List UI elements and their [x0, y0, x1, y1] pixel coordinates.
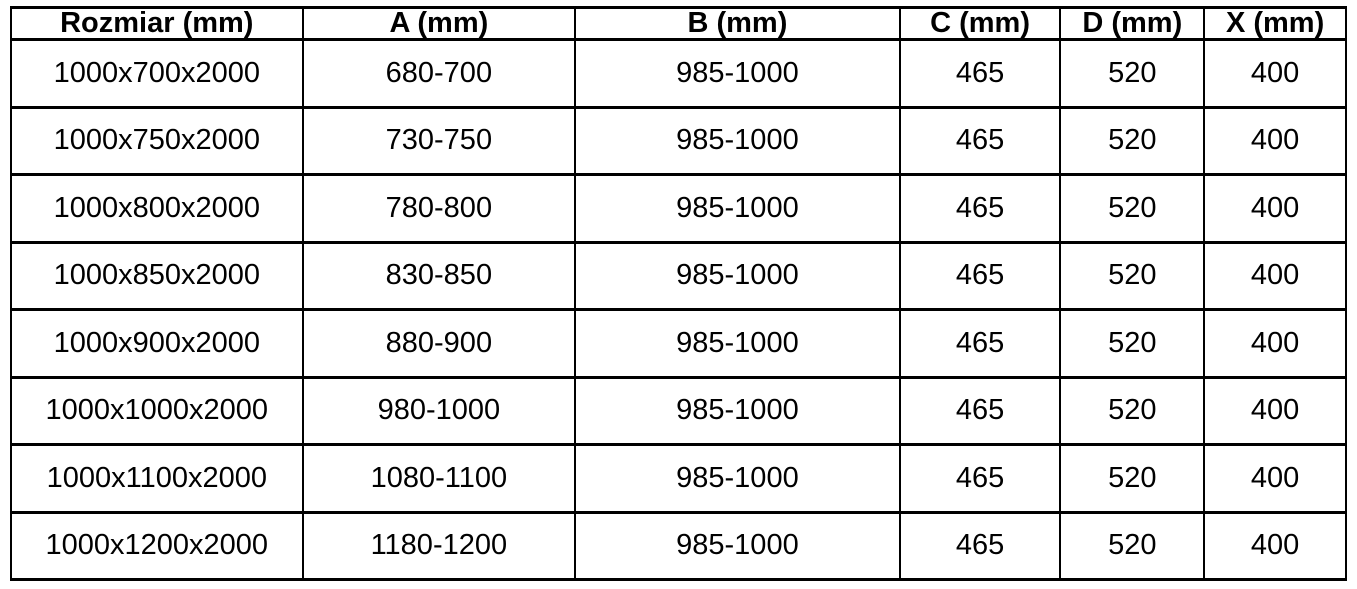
- table-cell: 985-1000: [574, 443, 901, 514]
- table-cell: 985-1000: [574, 105, 901, 176]
- table-cell: 520: [1059, 443, 1206, 514]
- table-cell: 985-1000: [574, 510, 901, 581]
- cell-rozmiar: 1000x800x2000: [10, 173, 304, 244]
- cell-rozmiar: 1000x1100x2000: [10, 443, 304, 514]
- table-cell: 400: [1203, 375, 1347, 446]
- table-row: 1000x800x2000 780-800 985-1000 465 520 400: [10, 173, 1347, 244]
- header-a: A (mm): [301, 6, 577, 41]
- table-body: 1000x700x2000 680-700 985-1000 465 520 400 100…: [10, 38, 1347, 581]
- header-rozmiar: Rozmiar (mm): [10, 6, 304, 41]
- table-cell: 465: [898, 308, 1062, 379]
- cell-rozmiar: 1000x1200x2000: [10, 510, 304, 581]
- table-cell: 830-850: [301, 240, 577, 311]
- table-cell: 520: [1059, 38, 1206, 109]
- table-header: Rozmiar (mm) A (mm) B (mm) C (mm) D (mm)…: [10, 6, 1347, 41]
- table-row: 1000x1100x2000 1080-1100 985-1000 465 520 400: [10, 443, 1347, 514]
- table-cell: 880-900: [301, 308, 577, 379]
- cell-rozmiar: 1000x900x2000: [10, 308, 304, 379]
- table-cell: 400: [1203, 173, 1347, 244]
- dimensions-table: Rozmiar (mm) A (mm) B (mm) C (mm) D (mm)…: [10, 6, 1347, 581]
- header-row: Rozmiar (mm) A (mm) B (mm) C (mm) D (mm)…: [10, 6, 1347, 41]
- table-cell: 465: [898, 375, 1062, 446]
- cell-rozmiar: 1000x750x2000: [10, 105, 304, 176]
- table-cell: 465: [898, 105, 1062, 176]
- table-cell: 520: [1059, 105, 1206, 176]
- table-cell: 680-700: [301, 38, 577, 109]
- cell-rozmiar: 1000x700x2000: [10, 38, 304, 109]
- table-cell: 400: [1203, 38, 1347, 109]
- table-row: 1000x1200x2000 1180-1200 985-1000 465 520 400: [10, 510, 1347, 581]
- table-cell: 985-1000: [574, 240, 901, 311]
- table-cell: 985-1000: [574, 308, 901, 379]
- table-cell: 400: [1203, 510, 1347, 581]
- table-cell: 465: [898, 173, 1062, 244]
- header-d: D (mm): [1059, 6, 1206, 41]
- table-cell: 985-1000: [574, 375, 901, 446]
- table-cell: 465: [898, 510, 1062, 581]
- table-cell: 980-1000: [301, 375, 577, 446]
- table-cell: 465: [898, 443, 1062, 514]
- table-cell: 400: [1203, 443, 1347, 514]
- table-cell: 730-750: [301, 105, 577, 176]
- table-cell: 1080-1100: [301, 443, 577, 514]
- table-cell: 520: [1059, 240, 1206, 311]
- table-cell: 1180-1200: [301, 510, 577, 581]
- table-cell: 400: [1203, 308, 1347, 379]
- table-cell: 400: [1203, 105, 1347, 176]
- table-row: 1000x900x2000 880-900 985-1000 465 520 400: [10, 308, 1347, 379]
- table-cell: 465: [898, 38, 1062, 109]
- table-cell: 985-1000: [574, 38, 901, 109]
- header-c: C (mm): [898, 6, 1062, 41]
- table-cell: 520: [1059, 375, 1206, 446]
- header-b: B (mm): [574, 6, 901, 41]
- table-row: 1000x1000x2000 980-1000 985-1000 465 520 400: [10, 375, 1347, 446]
- table-cell: 985-1000: [574, 173, 901, 244]
- cell-rozmiar: 1000x1000x2000: [10, 375, 304, 446]
- table-cell: 465: [898, 240, 1062, 311]
- cell-rozmiar: 1000x850x2000: [10, 240, 304, 311]
- table-cell: 520: [1059, 510, 1206, 581]
- table-row: 1000x700x2000 680-700 985-1000 465 520 400: [10, 38, 1347, 109]
- table-row: 1000x750x2000 730-750 985-1000 465 520 400: [10, 105, 1347, 176]
- table-row: 1000x850x2000 830-850 985-1000 465 520 400: [10, 240, 1347, 311]
- table-cell: 780-800: [301, 173, 577, 244]
- table-cell: 520: [1059, 308, 1206, 379]
- table-cell: 520: [1059, 173, 1206, 244]
- table-cell: 400: [1203, 240, 1347, 311]
- header-x: X (mm): [1203, 6, 1347, 41]
